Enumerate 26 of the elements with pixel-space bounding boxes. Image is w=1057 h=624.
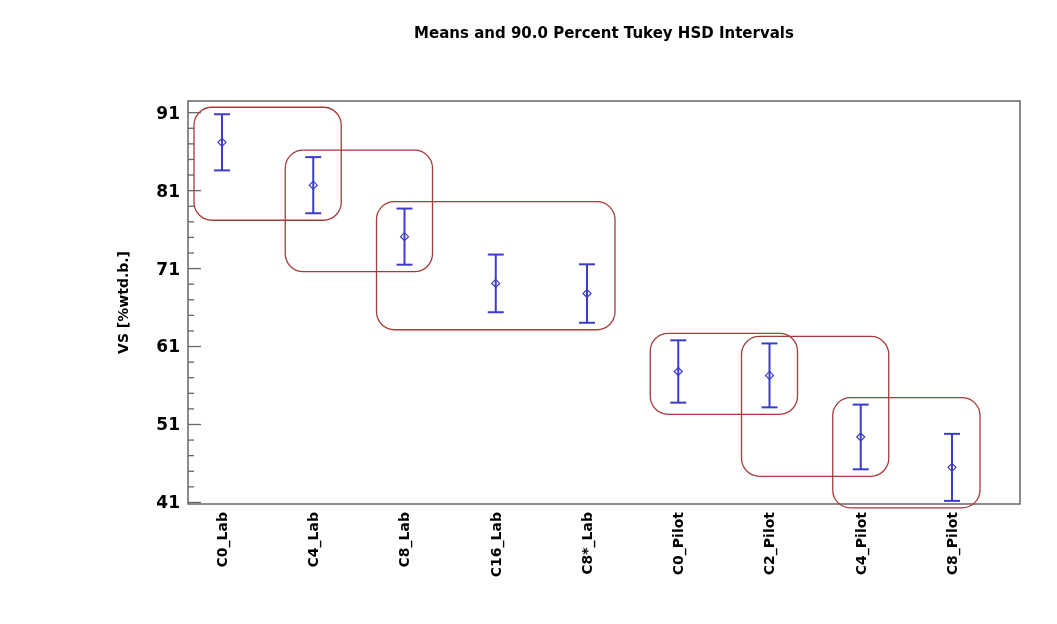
x-tick-label: C0_Lab	[213, 512, 231, 568]
x-tick-label: C4_Lab	[305, 512, 323, 568]
x-tick-label: C0_Pilot	[670, 511, 688, 576]
y-axis-title: VS [%wtd.b.]	[115, 251, 131, 354]
point	[764, 370, 775, 380]
y-tick-label: 71	[156, 258, 180, 279]
chart-title: Means and 90.0 Percent Tukey HSD Intervals	[414, 24, 794, 42]
point	[856, 432, 866, 442]
x-tick-label: C16_Lab	[487, 512, 505, 578]
y-tick-label: 51	[156, 414, 180, 435]
x-tick-label: C8_Pilot	[943, 511, 961, 576]
y-tick-label: 91	[156, 102, 180, 123]
x-tick-label: C2_Pilot	[761, 511, 779, 576]
point	[399, 232, 410, 242]
y-tick-label: 81	[156, 180, 180, 201]
x-tick-label: C8_Lab	[396, 512, 414, 568]
y-tick-label: 61	[156, 336, 180, 357]
point	[308, 180, 318, 190]
point	[582, 288, 592, 299]
x-tick-label: C8*_Lab	[578, 512, 596, 575]
point	[217, 137, 227, 147]
point	[491, 278, 501, 288]
point	[673, 366, 683, 377]
x-tick-label: C4_Pilot	[852, 511, 870, 576]
y-tick-label: 41	[156, 492, 180, 513]
point	[947, 462, 957, 472]
